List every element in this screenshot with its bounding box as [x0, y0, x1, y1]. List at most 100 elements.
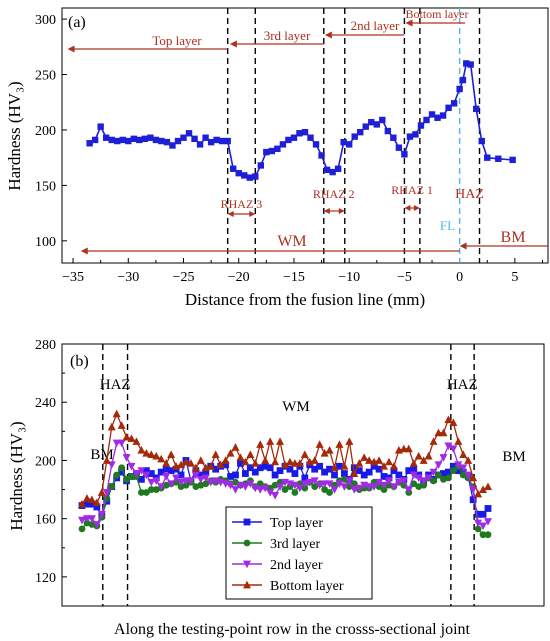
panel-a-data-point	[390, 134, 397, 141]
data-point-bottom-layer	[256, 440, 265, 448]
annotation-3rd-layer: 3rd layer	[264, 28, 311, 43]
panel-a-data-point	[307, 134, 314, 141]
panel-b-region-bm-right: BM	[502, 449, 525, 465]
data-point-3rd-layer	[232, 478, 239, 486]
data-point-bottom-layer	[350, 469, 359, 477]
data-point-3rd-layer	[182, 481, 190, 489]
data-point-3rd-layer	[78, 525, 86, 533]
panel-a-hardness-line	[89, 62, 513, 179]
arrow-bottom-layer-head	[405, 19, 413, 27]
data-point-2nd-layer	[434, 461, 443, 470]
data-point-2nd-layer	[162, 473, 171, 481]
panel-a-data-point	[434, 114, 441, 121]
panel-b-y-tick-label: 120	[35, 571, 56, 586]
data-point-top-layer	[474, 510, 482, 518]
data-point-2nd-layer	[87, 515, 96, 523]
panel-a-data-point	[357, 128, 364, 136]
panel-a-y-tick-label: 200	[35, 124, 56, 139]
panel-a-data-point	[428, 111, 436, 118]
data-point-bottom-layer	[152, 451, 161, 460]
data-point-top-layer	[266, 464, 274, 472]
data-point-top-layer	[440, 470, 447, 477]
data-point-top-layer	[256, 464, 264, 472]
data-point-top-layer	[251, 468, 259, 476]
panel-b-legend: Top layer 3rd layer 2nd layer Bottom layer	[225, 506, 373, 600]
data-point-3rd-layer	[444, 474, 452, 482]
data-point-top-layer	[341, 470, 348, 477]
arrow-rhaz3-head-right	[249, 211, 256, 217]
data-point-top-layer	[162, 465, 170, 473]
data-point-2nd-layer	[127, 462, 136, 471]
data-point-3rd-layer	[380, 486, 388, 493]
panel-a-data-point	[185, 130, 193, 137]
data-point-3rd-layer	[479, 531, 487, 539]
panel-a-data-point	[467, 61, 474, 68]
data-point-2nd-layer	[335, 480, 344, 488]
data-point-top-layer	[410, 465, 418, 473]
panel-a-data-point	[334, 165, 342, 172]
data-point-2nd-layer	[147, 478, 156, 487]
annotation-rhaz2: RHAZ 2	[313, 187, 355, 201]
data-point-top-layer	[355, 467, 363, 475]
data-point-top-layer	[350, 464, 358, 472]
data-point-2nd-layer	[345, 477, 354, 486]
data-point-3rd-layer	[430, 477, 437, 485]
panel-a-data-point	[125, 137, 132, 145]
data-point-bottom-layer	[439, 428, 448, 437]
data-point-bottom-layer	[409, 459, 418, 467]
panel-a-data-point	[340, 138, 347, 146]
data-point-top-layer	[261, 462, 269, 470]
data-point-top-layer	[167, 467, 175, 475]
data-point-2nd-layer	[340, 483, 349, 491]
data-point-bottom-layer	[78, 499, 86, 508]
data-point-2nd-layer	[484, 518, 492, 526]
data-point-2nd-layer	[384, 477, 393, 486]
data-point-bottom-layer	[251, 459, 260, 467]
data-point-2nd-layer	[102, 489, 111, 497]
panel-b-y-tick-label: 200	[35, 454, 56, 469]
data-point-2nd-layer	[454, 461, 463, 470]
panel-a-data-point	[169, 142, 176, 149]
panel-b-label: (b)	[70, 353, 89, 370]
panel-a-data-point	[163, 138, 171, 146]
data-point-top-layer	[93, 503, 101, 511]
data-point-bottom-layer	[335, 440, 344, 448]
data-point-bottom-layer	[266, 437, 275, 445]
arrow-3rd-layer-head	[229, 40, 237, 48]
data-point-2nd-layer	[241, 483, 250, 491]
panel-a-data-point	[196, 141, 204, 148]
data-point-bottom-layer	[389, 462, 398, 470]
data-point-bottom-layer	[384, 457, 393, 466]
panel-b-chart: 120 160 200 240 280 BM HAZ WM HAZ BM Top layer 3r…	[7, 338, 545, 638]
data-point-2nd-layer	[404, 486, 413, 494]
data-point-top-layer	[157, 468, 165, 476]
arrow-rhaz1-head-left	[404, 205, 411, 211]
data-point-bottom-layer	[276, 437, 285, 445]
panel-a-data-point	[323, 166, 331, 174]
data-point-bottom-layer	[226, 448, 235, 457]
data-point-bottom-layer	[340, 462, 349, 470]
data-point-3rd-layer	[375, 483, 383, 491]
data-point-bottom-layer	[261, 456, 270, 464]
arrow-rhaz1-head-right	[413, 205, 420, 211]
arrow-wm-head	[80, 247, 88, 255]
panel-a-y-tick-label: 300	[35, 13, 56, 28]
data-point-top-layer	[326, 465, 333, 473]
data-point-bottom-layer	[479, 485, 488, 493]
data-point-2nd-layer	[137, 467, 146, 475]
data-point-2nd-layer	[132, 470, 141, 478]
data-point-bottom-layer	[469, 473, 478, 482]
annotation-haz: HAZ	[455, 187, 484, 202]
panel-a-x-tick-label: −25	[173, 270, 195, 285]
data-point-3rd-layer	[113, 471, 121, 479]
data-point-top-layer	[454, 467, 462, 475]
data-point-top-layer	[222, 461, 229, 469]
legend-label-3rd-layer: 3rd layer	[270, 537, 320, 552]
data-point-bottom-layer	[474, 489, 483, 498]
panel-b-y-axis-label: Hardness (HV₃)	[7, 421, 26, 530]
data-point-2nd-layer	[419, 477, 428, 486]
data-point-2nd-layer	[429, 468, 438, 477]
data-point-3rd-layer	[142, 489, 150, 496]
data-point-bottom-layer	[285, 457, 294, 466]
panel-b-region-labels: BM HAZ WM HAZ BM	[90, 377, 525, 465]
